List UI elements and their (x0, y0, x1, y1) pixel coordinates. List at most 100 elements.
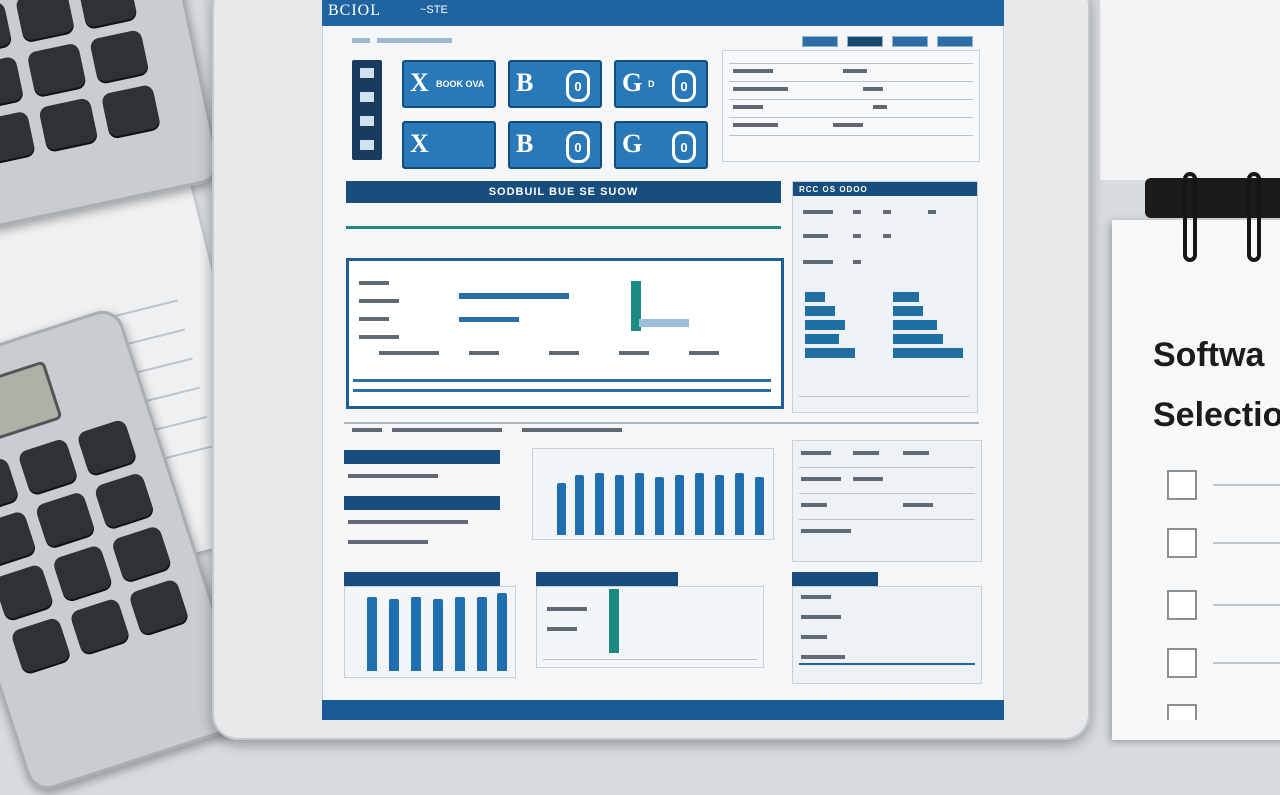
chart-bar (455, 597, 465, 671)
column-chart-top (532, 448, 774, 540)
checklist-line (1213, 484, 1280, 486)
chart-bar (411, 597, 421, 671)
kpi-tile[interactable]: B 0 (508, 60, 602, 108)
chart-bar (595, 473, 604, 535)
binder-ring (1183, 172, 1197, 262)
right-panel: RCC OS ODOO (792, 181, 978, 413)
calculator-key (100, 83, 161, 138)
kpi-glyph: X (410, 68, 429, 97)
binder-ring (1247, 172, 1261, 262)
calculator-key (0, 1, 13, 55)
calculator-key (0, 456, 20, 515)
chart-bar (655, 477, 664, 535)
kpi-tile[interactable]: G D 0 (614, 60, 708, 108)
chart-bar (575, 475, 584, 535)
kpi-tile[interactable]: B 0 (508, 121, 602, 169)
bottom-left-subheader (344, 496, 500, 510)
kpi-glyph: X (410, 129, 429, 158)
chart-bar (695, 473, 704, 535)
calculator-key (26, 42, 87, 97)
dashboard-screen: BCIOL ~STE X BOOK OVA B 0 G D 0 X B 0 G (322, 0, 1004, 720)
lower-right-header (792, 572, 878, 586)
kpi-ring: 0 (566, 70, 590, 102)
kpi-caption: BOOK OVA (436, 79, 485, 89)
chart-bar (735, 473, 744, 535)
lower-right-table (792, 586, 982, 684)
kpi-tile[interactable]: G 0 (614, 121, 708, 169)
lower-left-column-chart (344, 586, 516, 678)
calculator-key (10, 616, 72, 674)
checkbox (1167, 528, 1197, 558)
bottom-left-header (344, 450, 500, 464)
background-paper-top-right (1100, 0, 1280, 180)
calculator-key (110, 525, 172, 583)
calculator-key (38, 97, 99, 152)
calculator-key (93, 471, 155, 530)
calculator-key (69, 597, 131, 655)
calculator-key (128, 578, 190, 636)
nav-button[interactable] (892, 36, 928, 47)
kpi-tile[interactable]: X BOOK OVA (402, 60, 496, 108)
notepad-title-line1: Softwa (1153, 336, 1265, 374)
kpi-tile[interactable]: X (402, 121, 496, 169)
lower-center-chart-header (536, 572, 678, 586)
breadcrumb (352, 38, 370, 43)
center-panel-header: SODBUIL BUE SE SUOW (346, 181, 781, 203)
app-subtitle: ~STE (420, 4, 448, 16)
center-table-panel (346, 258, 784, 409)
calculator-key (51, 544, 113, 602)
nav-button[interactable] (802, 36, 838, 47)
chart-bar (635, 473, 644, 535)
checkbox (1167, 590, 1197, 620)
lower-center-chart (536, 586, 764, 668)
chart-bar (389, 599, 399, 671)
calculator-key (34, 490, 96, 549)
checkbox (1167, 704, 1197, 720)
calculator-key (0, 563, 55, 621)
checkbox (1167, 470, 1197, 500)
calculator-key (0, 510, 37, 568)
calculator-key (76, 418, 138, 476)
chart-bar (433, 599, 443, 671)
app-title: BCIOL (328, 2, 381, 19)
chart-bar (675, 475, 684, 535)
nav-button[interactable] (937, 36, 973, 47)
kpi-caption: D (648, 79, 655, 89)
side-toolbar (352, 60, 382, 160)
tool-icon[interactable] (360, 140, 374, 150)
kpi-glyph: G (622, 68, 643, 97)
checkbox (1167, 648, 1197, 678)
calculator-key (14, 0, 75, 42)
tool-icon[interactable] (360, 68, 374, 78)
chart-bar (615, 475, 624, 535)
kpi-glyph: G (622, 129, 643, 158)
notepad-title-line2: Selectio (1153, 396, 1280, 434)
bottom-right-table (792, 440, 982, 562)
tool-icon[interactable] (360, 92, 374, 102)
chart-bar (497, 593, 507, 671)
checklist-line (1213, 542, 1280, 544)
section-divider (344, 422, 979, 424)
app-header: BCIOL ~STE (322, 0, 1004, 26)
checklist-line (1213, 662, 1280, 664)
app-footer (322, 700, 1004, 720)
kpi-ring: 0 (672, 70, 696, 102)
chart-bar (557, 483, 566, 535)
calculator-key (89, 29, 150, 84)
kpi-ring: 0 (672, 131, 696, 163)
checklist-line (1213, 604, 1280, 606)
calculator-key (77, 0, 138, 29)
nav-button[interactable] (847, 36, 883, 47)
tool-icon[interactable] (360, 116, 374, 126)
chart-bar (367, 597, 377, 671)
kpi-glyph: B (516, 68, 534, 97)
chart-bar (755, 477, 764, 535)
right-panel-header: RCC OS ODOO (793, 182, 977, 196)
chart-bar (715, 475, 724, 535)
progress-strip (346, 226, 781, 229)
chart-bar (477, 597, 487, 671)
breadcrumb (377, 38, 452, 43)
lower-left-chart-header (344, 572, 500, 586)
kpi-glyph: B (516, 129, 534, 158)
calculator-key (0, 110, 36, 165)
